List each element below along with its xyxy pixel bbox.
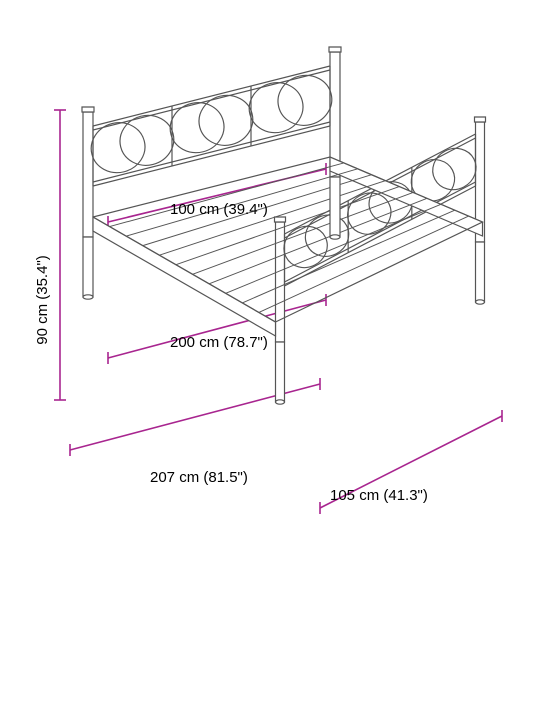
bed-drawing: [0, 0, 540, 720]
diagram-canvas: 90 cm (35.4") 100 cm (39.4") 200 cm (78.…: [0, 0, 540, 720]
dim-inner-width-label: 100 cm (39.4"): [170, 202, 268, 219]
side-rails: [93, 157, 483, 336]
dim-outer-width-label: 105 cm (41.3"): [330, 488, 428, 505]
dim-outer-length-label: 207 cm (81.5"): [150, 470, 248, 487]
dim-inner-length-label: 200 cm (78.7"): [170, 335, 268, 352]
dim-height-label: 90 cm (35.4"): [35, 255, 52, 345]
slats: [93, 157, 483, 322]
bed-frame: [82, 47, 486, 404]
